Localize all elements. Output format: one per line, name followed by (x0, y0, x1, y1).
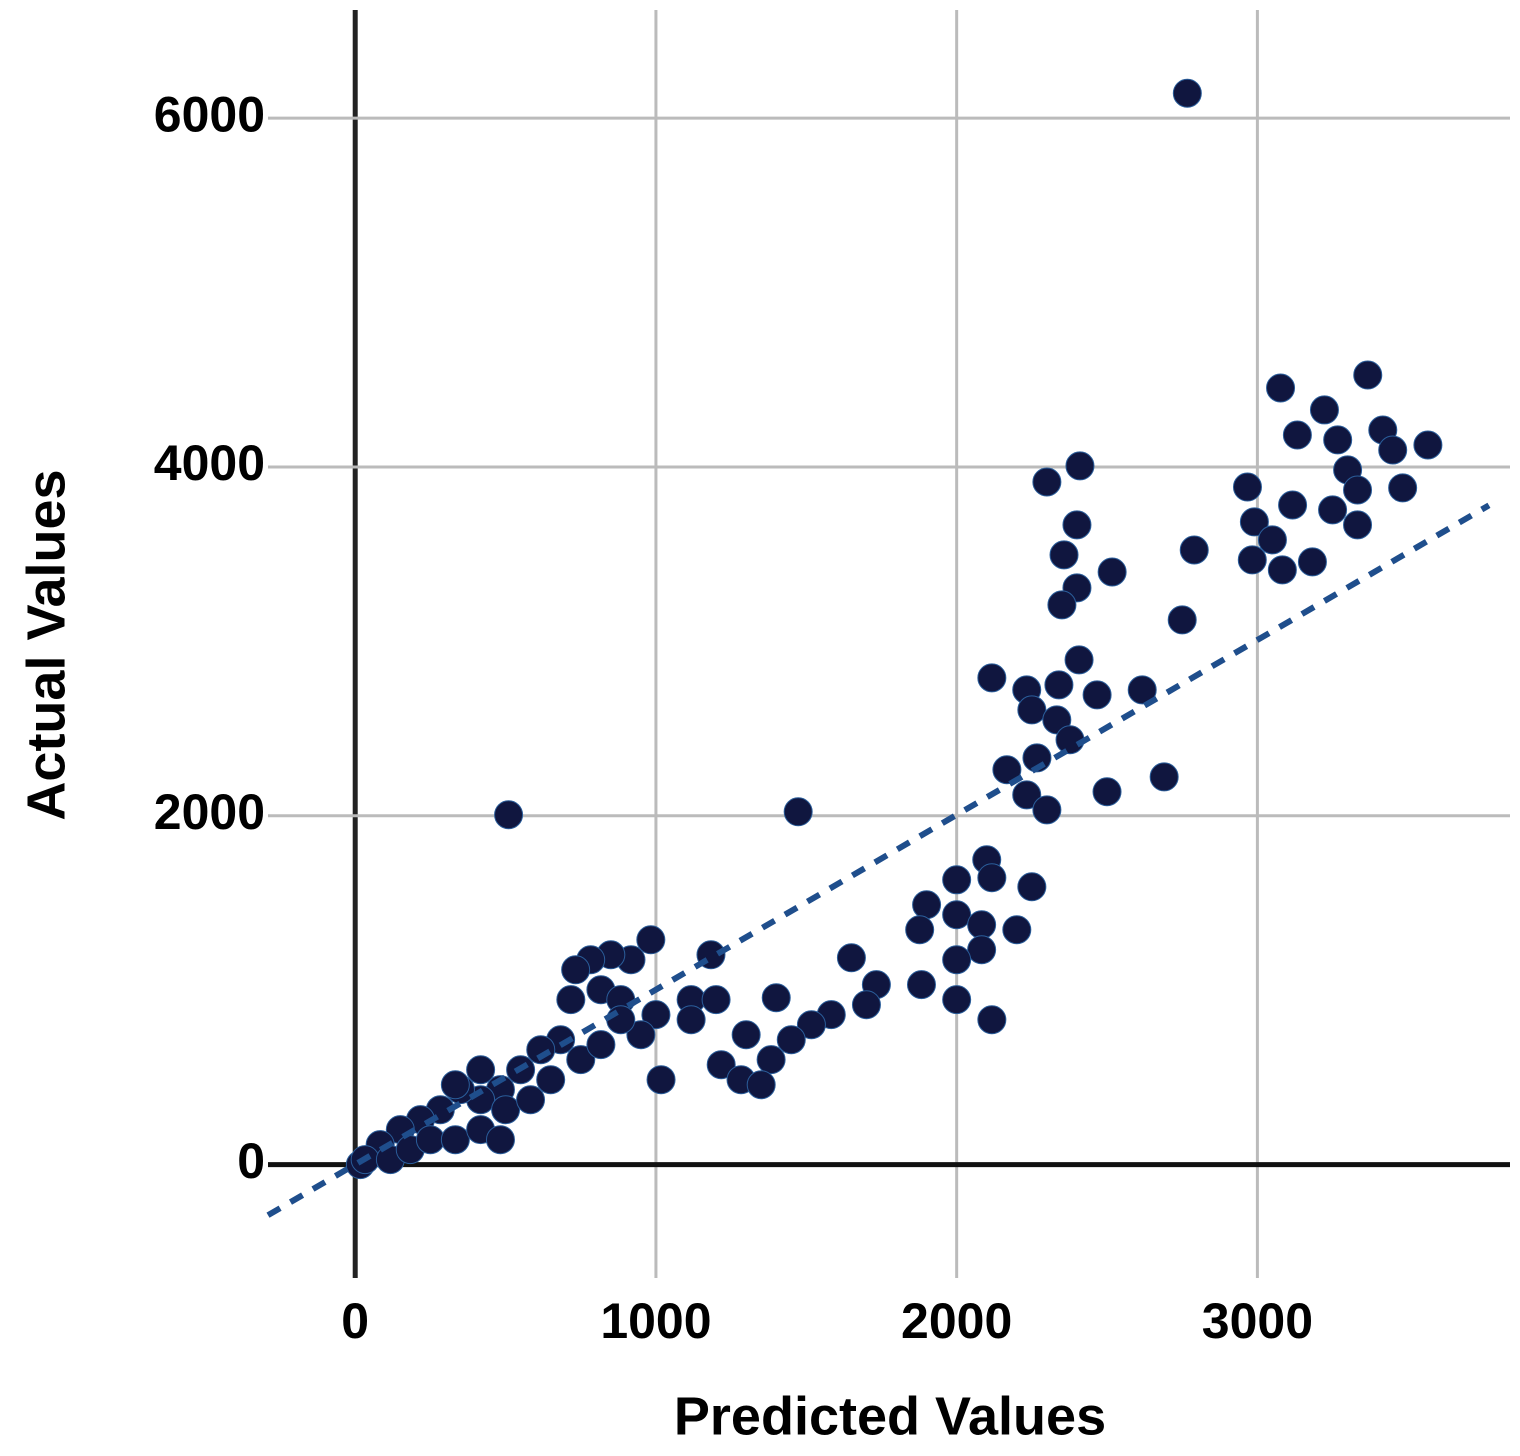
scatter-point (1097, 557, 1127, 587)
scatter-point (494, 800, 524, 830)
scatter-point (676, 1005, 706, 1035)
scatter-point (796, 1010, 826, 1040)
scatter-point (1343, 510, 1373, 540)
y-tick-label: 4000 (154, 435, 265, 491)
scatter-point (606, 1005, 636, 1035)
scatter-point (1092, 777, 1122, 807)
scatter-point (905, 915, 935, 945)
x-tick-label: 2000 (901, 1293, 1012, 1349)
scatter-point (1017, 695, 1047, 725)
x-axis-title: Predicted Values (674, 1386, 1106, 1446)
scatter-point (1172, 78, 1202, 108)
scatter-point (1323, 425, 1353, 455)
scatter-point (586, 1030, 616, 1060)
y-tick-label: 6000 (154, 86, 265, 142)
scatter-point (1179, 535, 1209, 565)
scatter-point (1002, 915, 1032, 945)
scatter-point (1282, 420, 1312, 450)
scatter-point (641, 1000, 671, 1030)
scatter-point (1278, 490, 1308, 520)
scatter-point (516, 1085, 546, 1115)
scatter-point (836, 943, 866, 973)
scatter-point (566, 1045, 596, 1075)
scatter-point (1343, 475, 1373, 505)
scatter-point (942, 865, 972, 895)
scatter-point (1267, 555, 1297, 585)
scatter-point (1017, 872, 1047, 902)
scatter-point (1149, 762, 1179, 792)
scatter-point (706, 1050, 736, 1080)
scatter-point (783, 797, 813, 827)
scatter-point (1044, 670, 1074, 700)
scatter-point (942, 945, 972, 975)
scatter-point (1413, 430, 1443, 460)
scatter-point (1266, 373, 1296, 403)
scatter-point (977, 663, 1007, 693)
x-tick-label: 0 (341, 1293, 369, 1349)
scatter-point (942, 985, 972, 1015)
scatter-point (1032, 467, 1062, 497)
scatter-point (491, 1095, 521, 1125)
scatter-point (415, 1125, 445, 1155)
x-tick-label: 1000 (600, 1293, 711, 1349)
scatter-point (536, 1065, 566, 1095)
scatter-point (1065, 451, 1095, 481)
scatter-point (967, 910, 997, 940)
x-tick-label: 3000 (1202, 1293, 1313, 1349)
scatter-point (977, 1005, 1007, 1035)
scatter-point (440, 1070, 470, 1100)
y-tick-label: 0 (237, 1133, 265, 1189)
scatter-point (1049, 540, 1079, 570)
scatter-point (761, 983, 791, 1013)
scatter-point (1082, 680, 1112, 710)
scatter-point (906, 970, 936, 1000)
scatter-point (556, 985, 586, 1015)
y-tick-label: 2000 (154, 784, 265, 840)
scatter-point (1378, 435, 1408, 465)
scatter-point (851, 990, 881, 1020)
scatter-point (912, 890, 942, 920)
scatter-point (440, 1125, 470, 1155)
scatter-point (731, 1020, 761, 1050)
scatter-point (1127, 675, 1157, 705)
scatter-point (1257, 525, 1287, 555)
scatter-point (1297, 547, 1327, 577)
scatter-point (756, 1045, 786, 1075)
scatter-point (1062, 510, 1092, 540)
scatter-point (967, 935, 997, 965)
scatter-point (561, 955, 591, 985)
scatter-point (485, 1125, 515, 1155)
scatter-point (646, 1065, 676, 1095)
y-axis-title: Actual Values (16, 469, 76, 820)
scatter-point (636, 925, 666, 955)
scatter-point (1309, 395, 1339, 425)
scatter-point (1064, 645, 1094, 675)
scatter-point (992, 755, 1022, 785)
scatter-point (746, 1070, 776, 1100)
scatter-point (1167, 605, 1197, 635)
scatter-point (1388, 473, 1418, 503)
scatter-point (942, 900, 972, 930)
scatter-point (1239, 507, 1269, 537)
scatter-point (1047, 590, 1077, 620)
scatter-point (526, 1035, 556, 1065)
scatter-point (1032, 795, 1062, 825)
scatter-point (701, 985, 731, 1015)
scatter-point (1237, 545, 1267, 575)
reference-line (266, 502, 1491, 1218)
scatter-point (977, 863, 1007, 893)
scatter-point (1232, 472, 1262, 502)
scatter-point (1318, 495, 1348, 525)
scatter-point (466, 1055, 496, 1085)
scatter-point (1012, 780, 1042, 810)
scatter-point (1353, 360, 1383, 390)
scatter-point (626, 1020, 656, 1050)
scatter-point (776, 1025, 806, 1055)
